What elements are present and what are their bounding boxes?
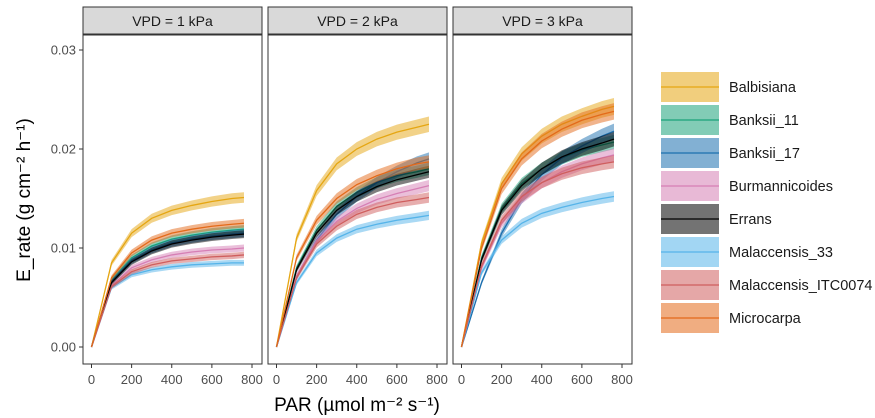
confidence-band: [276, 155, 429, 347]
legend-item: Errans: [661, 204, 772, 234]
series-line: [90, 233, 245, 348]
facet-panel: VPD = 3 kPa 0 200 400 600 800: [452, 6, 633, 387]
legend-label: Microcarpa: [729, 311, 802, 327]
legend-item: Banksii_17: [661, 138, 800, 168]
legend-item: Malaccensis_ITC0074: [661, 270, 872, 300]
x-tick-label: 400: [161, 372, 183, 387]
series-line: [90, 254, 245, 348]
y-tick-label: 0.00: [51, 340, 76, 355]
x-tick-label: 800: [611, 372, 633, 387]
series-line: [275, 196, 430, 348]
y-tick-label: 0.03: [51, 43, 76, 58]
series-line: [275, 171, 430, 348]
series-line: [275, 214, 430, 348]
legend-label: Burmannicoides: [729, 179, 833, 195]
x-axis-title: PAR (µmol m⁻² s⁻¹): [274, 395, 440, 416]
y-axis-title: E_rate (g cm⁻² h⁻¹): [14, 118, 35, 282]
series-line: [460, 138, 615, 348]
facet-panel: VPD = 2 kPa 0 200 400 600 800: [267, 6, 448, 387]
confidence-band: [91, 251, 244, 347]
series-line: [460, 161, 615, 348]
facet-panel: VPD = 1 kPa 0 200 400 600 800: [82, 6, 263, 387]
x-tick-label: 800: [241, 372, 263, 387]
legend-item: Banksii_11: [661, 105, 799, 135]
legend-item: Malaccensis_33: [661, 237, 833, 267]
x-tick-label: 0: [273, 372, 280, 387]
x-tick-label: 600: [201, 372, 223, 387]
series-line: [460, 195, 615, 348]
legend: Balbisiana Banksii_11 Banksii_17 Burmannico…: [661, 72, 872, 333]
legend-label: Banksii_17: [729, 146, 800, 162]
legend-label: Errans: [729, 212, 772, 228]
x-tick-label: 0: [458, 372, 465, 387]
x-tick-label: 600: [571, 372, 593, 387]
series-line: [90, 196, 245, 348]
x-tick-label: 200: [121, 372, 143, 387]
series-line: [90, 222, 245, 348]
legend-item: Microcarpa: [661, 303, 802, 333]
x-tick-label: 200: [491, 372, 513, 387]
panel-border: [267, 34, 448, 365]
legend-label: Balbisiana: [729, 80, 797, 96]
facet-title: VPD = 3 kPa: [502, 13, 583, 29]
y-tick-label: 0.01: [51, 241, 76, 256]
x-tick-label: 600: [386, 372, 408, 387]
panel-border: [452, 34, 633, 365]
legend-item: Balbisiana: [661, 72, 797, 102]
legend-label: Malaccensis_ITC0074: [729, 278, 872, 294]
facet-strip: [82, 6, 263, 35]
x-tick-label: 0: [88, 372, 95, 387]
y-tick-label: 0.02: [51, 142, 76, 157]
x-tick-label: 800: [426, 372, 448, 387]
x-tick-label: 200: [306, 372, 328, 387]
confidence-band: [276, 165, 429, 347]
series-line: [460, 110, 615, 348]
facet-title: VPD = 1 kPa: [132, 13, 213, 29]
series-line: [275, 161, 430, 348]
legend-label: Banksii_11: [729, 113, 799, 129]
panel-border: [82, 34, 263, 365]
x-tick-label: 400: [531, 372, 553, 387]
legend-item: Burmannicoides: [661, 171, 833, 201]
x-tick-label: 400: [346, 372, 368, 387]
legend-label: Malaccensis_33: [729, 245, 833, 261]
series-line: [275, 123, 430, 348]
facet-strip: [267, 6, 448, 35]
facet-title: VPD = 2 kPa: [317, 13, 398, 29]
facet-strip: [452, 6, 633, 35]
confidence-band: [461, 131, 614, 347]
